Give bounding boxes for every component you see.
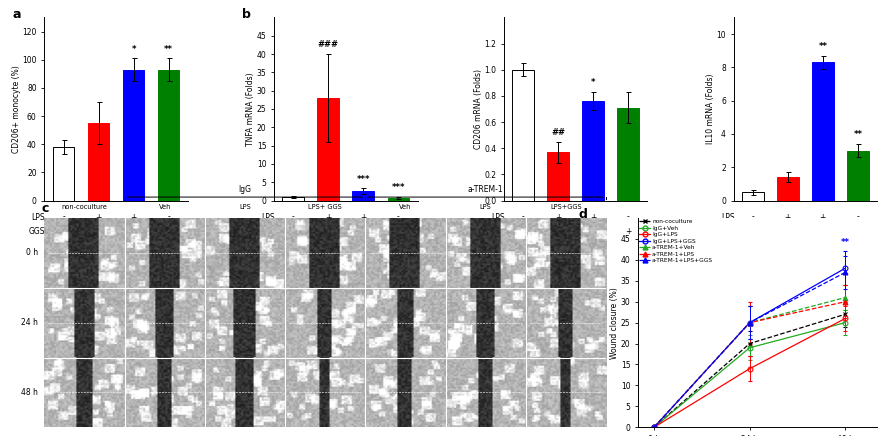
Text: GGS: GGS — [259, 227, 275, 236]
Text: -: - — [751, 227, 754, 236]
Text: ***: *** — [392, 183, 405, 192]
Text: GGS: GGS — [718, 227, 734, 236]
Text: +: + — [820, 227, 826, 236]
Bar — [387, 198, 409, 201]
Text: -: - — [626, 212, 630, 221]
Text: LPS: LPS — [480, 204, 492, 210]
Text: LPS: LPS — [239, 204, 251, 210]
Bar — [847, 150, 869, 201]
Text: +: + — [361, 227, 367, 236]
Text: +: + — [166, 227, 172, 236]
Text: -: - — [97, 227, 100, 236]
Text: LPS: LPS — [721, 212, 734, 221]
Text: -: - — [556, 227, 559, 236]
Text: +: + — [325, 212, 331, 221]
Legend: non-coculture, IgG+Veh, IgG+LPS, IgG+LPS+GGS, a-TREM-1+Veh, a-TREM-1+LPS, a-TREM: non-coculture, IgG+Veh, IgG+LPS, IgG+LPS… — [640, 219, 713, 263]
Text: -: - — [787, 227, 789, 236]
Text: LPS+ GGS: LPS+ GGS — [308, 204, 342, 210]
Text: +: + — [590, 227, 596, 236]
Text: -: - — [167, 212, 170, 221]
Text: 24 h: 24 h — [21, 318, 38, 327]
Bar — [317, 98, 339, 201]
Bar — [742, 192, 764, 201]
Text: 48 h: 48 h — [21, 388, 38, 397]
Text: +: + — [855, 227, 861, 236]
Bar — [777, 177, 798, 201]
Bar — [123, 70, 144, 201]
Text: -: - — [291, 227, 295, 236]
Text: IgG: IgG — [238, 184, 252, 194]
Text: Veh: Veh — [159, 204, 171, 210]
Text: **: ** — [853, 130, 862, 140]
Text: -: - — [62, 227, 65, 236]
Text: +: + — [785, 212, 791, 221]
Bar — [158, 70, 180, 201]
Bar — [283, 197, 304, 201]
Text: LPS: LPS — [491, 212, 505, 221]
Text: +: + — [395, 227, 401, 236]
Text: 0 h: 0 h — [26, 249, 38, 257]
Bar — [548, 152, 569, 201]
Bar — [812, 62, 834, 201]
Text: LPS+GGS: LPS+GGS — [550, 204, 582, 210]
Text: -: - — [397, 212, 400, 221]
Text: -: - — [857, 212, 859, 221]
Text: c: c — [42, 201, 50, 215]
Text: ###: ### — [318, 41, 338, 49]
Text: -: - — [522, 212, 525, 221]
Bar — [52, 147, 74, 201]
Bar — [353, 191, 374, 201]
Text: LPS: LPS — [32, 212, 45, 221]
Text: +: + — [625, 227, 632, 236]
Text: +: + — [96, 212, 102, 221]
Text: non-coculture: non-coculture — [61, 204, 107, 210]
Y-axis label: IL10 mRNA (Folds): IL10 mRNA (Folds) — [706, 74, 715, 144]
Y-axis label: CD206+ monocyte (%): CD206+ monocyte (%) — [12, 65, 20, 153]
Text: **: ** — [819, 42, 828, 51]
Bar — [582, 101, 604, 201]
Text: b: b — [243, 8, 252, 21]
Text: -: - — [291, 212, 295, 221]
Bar — [88, 123, 110, 201]
Text: -: - — [751, 212, 754, 221]
Text: +: + — [361, 212, 367, 221]
Bar — [512, 70, 534, 201]
Text: +: + — [130, 212, 136, 221]
Text: +: + — [590, 212, 596, 221]
Text: +: + — [555, 212, 561, 221]
Text: *: * — [591, 78, 595, 87]
Text: LPS: LPS — [261, 212, 275, 221]
Text: -: - — [327, 227, 330, 236]
Text: a: a — [12, 8, 21, 21]
Text: d: d — [579, 208, 587, 221]
Text: +: + — [130, 227, 136, 236]
Text: a-TREM-1: a-TREM-1 — [468, 184, 503, 194]
Y-axis label: CD206 mRNA (Folds): CD206 mRNA (Folds) — [474, 69, 483, 149]
Text: GGS: GGS — [488, 227, 505, 236]
Text: *: * — [131, 45, 136, 54]
Y-axis label: TNFA mRNA (Folds): TNFA mRNA (Folds) — [246, 72, 255, 146]
Text: **: ** — [841, 238, 850, 247]
Text: +: + — [820, 212, 826, 221]
Text: ##: ## — [551, 128, 565, 137]
Y-axis label: Wound closure (%): Wound closure (%) — [610, 287, 619, 358]
Text: ***: *** — [356, 175, 370, 184]
Text: **: ** — [164, 45, 173, 54]
Text: -: - — [62, 212, 65, 221]
Text: -: - — [522, 227, 525, 236]
Text: Veh: Veh — [400, 204, 412, 210]
Bar — [618, 108, 639, 201]
Text: GGS: GGS — [29, 227, 45, 236]
